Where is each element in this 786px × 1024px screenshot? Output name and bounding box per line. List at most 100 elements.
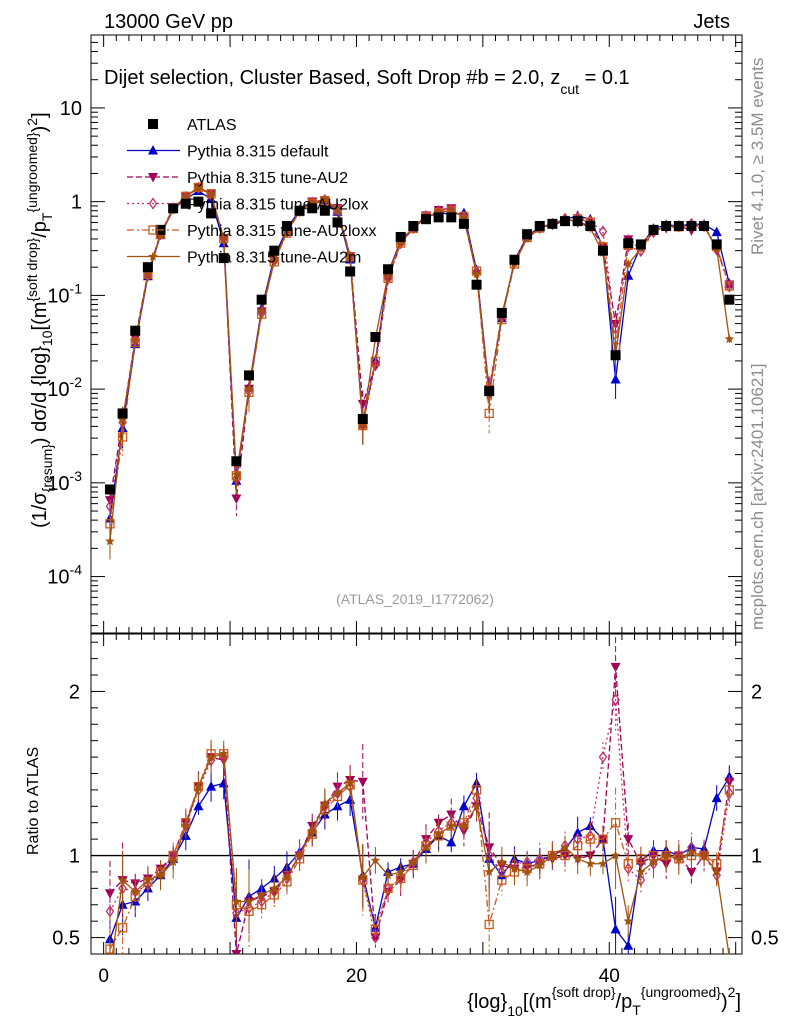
au2m-ratio-point bbox=[320, 798, 330, 808]
au2m-ratio-point bbox=[484, 866, 494, 876]
au2m-ratio-point bbox=[623, 916, 633, 926]
default-ratio-point bbox=[623, 940, 634, 950]
x-tick-label: 20 bbox=[346, 966, 367, 987]
ratio-series bbox=[104, 637, 735, 954]
au2loxx-ratio-point bbox=[484, 919, 494, 930]
au2lox-ratio-line bbox=[109, 699, 731, 938]
au2m-point bbox=[282, 226, 292, 236]
au2loxx-ratio-point bbox=[585, 834, 595, 844]
au2-ratio-line bbox=[109, 666, 731, 954]
au2m-point bbox=[332, 204, 343, 214]
y-tick-label-main: 10-1 bbox=[47, 280, 82, 307]
legend-marker-atlas bbox=[148, 119, 158, 129]
atlas-point bbox=[206, 208, 217, 219]
au2m-ratio-point bbox=[332, 788, 343, 798]
legend-label-au2loxx: Pythia 8.315 tune-AU2loxx bbox=[187, 223, 376, 240]
x-tick-label: 0 bbox=[98, 966, 109, 987]
au2m-point bbox=[724, 334, 735, 344]
atlas-point bbox=[661, 220, 672, 231]
au2m-ratio-point bbox=[712, 866, 722, 876]
main-frame bbox=[90, 34, 743, 634]
atlas-point bbox=[673, 220, 684, 231]
au2-ratio-point bbox=[357, 777, 368, 788]
au2loxx-ratio-point bbox=[623, 859, 633, 869]
atlas-point bbox=[446, 212, 457, 223]
au2m-ratio-point bbox=[585, 858, 596, 868]
au2m-point bbox=[117, 415, 128, 425]
y-tick-label-main: 1 bbox=[71, 192, 82, 214]
au2m-point bbox=[193, 182, 204, 192]
ratio-frame bbox=[90, 633, 743, 955]
y-tick-label-ratio-right: 1 bbox=[751, 846, 762, 868]
mcplots-label: mcplots.cern.ch [arXiv:2401.10621] bbox=[748, 364, 767, 630]
au2m-ratio-point bbox=[471, 801, 482, 811]
au2m-ratio-point bbox=[206, 752, 216, 762]
atlas-point bbox=[383, 264, 394, 275]
main-series bbox=[104, 181, 735, 560]
atlas-point bbox=[648, 224, 659, 235]
au2lox-point bbox=[371, 359, 380, 372]
au2m-ratio-point bbox=[459, 821, 469, 830]
au2m-point bbox=[130, 335, 140, 345]
au2loxx-ratio-point bbox=[724, 785, 735, 795]
atlas-point bbox=[180, 198, 191, 209]
header-right: Jets bbox=[693, 11, 730, 33]
au2lox-ratio-point bbox=[371, 931, 380, 944]
au2-ratio-point bbox=[610, 662, 621, 673]
atlas-point bbox=[623, 238, 634, 249]
atlas-point bbox=[231, 456, 242, 467]
au2m-ratio-point bbox=[598, 858, 608, 868]
au2m-ratio-point bbox=[282, 871, 292, 881]
legend-marker-au2loxx bbox=[148, 225, 158, 235]
au2m-ratio-point bbox=[307, 825, 317, 835]
atlas-point bbox=[269, 245, 280, 256]
au2m-point bbox=[269, 254, 279, 264]
legend-marker-au2lox bbox=[148, 197, 158, 210]
au2m-point bbox=[231, 469, 242, 479]
atlas-point bbox=[193, 196, 204, 207]
au2loxx-point bbox=[724, 281, 735, 291]
default-ratio-point bbox=[711, 792, 722, 803]
au2-ratio-point bbox=[623, 835, 634, 845]
y-label-main: (1/σ{resum}) dσ/d {log}10[(m{soft drop}/… bbox=[24, 112, 55, 528]
default-ratio-point bbox=[193, 800, 204, 811]
au2m-ratio-point bbox=[522, 866, 532, 876]
au2m-ratio-point bbox=[408, 857, 419, 867]
atlas-point bbox=[635, 239, 646, 250]
au2m-point bbox=[459, 212, 469, 222]
au2loxx-ratio-point bbox=[370, 924, 381, 935]
atlas-point bbox=[534, 220, 545, 231]
au2loxx-ratio-point bbox=[117, 923, 128, 933]
atlas-point bbox=[332, 217, 343, 228]
au2m-ratio-point bbox=[421, 842, 431, 852]
atlas-point bbox=[585, 220, 596, 231]
au2m-ratio-point bbox=[636, 866, 646, 876]
au2m-ratio-point bbox=[497, 857, 507, 867]
au2m-ratio-point bbox=[560, 842, 570, 852]
atlas-point bbox=[408, 220, 419, 231]
atlas-point bbox=[345, 266, 356, 277]
legend-label-default: Pythia 8.315 default bbox=[187, 144, 329, 161]
default-point bbox=[610, 374, 621, 384]
default-ratio-point bbox=[610, 923, 621, 934]
y-tick-label-main: 10-4 bbox=[47, 562, 82, 589]
au2m-line bbox=[109, 186, 731, 542]
au2-ratio-point bbox=[724, 777, 735, 788]
au2-ratio-point bbox=[597, 835, 608, 845]
legend-label-au2m: Pythia 8.315 tune-AU2m bbox=[187, 250, 361, 267]
au2-point bbox=[357, 399, 368, 410]
atlas-point bbox=[357, 413, 368, 424]
au2m-point bbox=[219, 233, 229, 243]
atlas-point bbox=[370, 331, 381, 342]
atlas-point bbox=[471, 279, 482, 290]
atlas-point bbox=[547, 218, 558, 229]
legend: ATLAS Pythia 8.315 default Pythia 8.315 tu… bbox=[127, 117, 376, 267]
au2-ratio-point bbox=[231, 950, 242, 954]
legend-marker-default bbox=[148, 145, 158, 155]
au2m-point bbox=[471, 269, 482, 279]
au2m-ratio-point bbox=[535, 860, 545, 870]
atlas-point bbox=[218, 253, 229, 264]
y-label-ratio: Ratio to ATLAS bbox=[25, 747, 42, 855]
au2m-point bbox=[345, 251, 355, 261]
